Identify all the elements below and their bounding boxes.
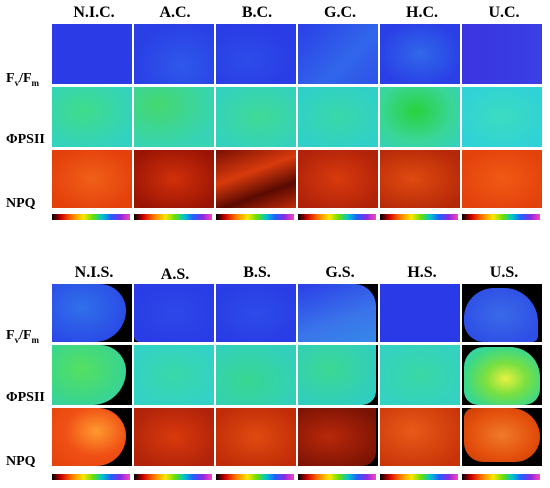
image-npq-uc <box>462 150 542 208</box>
row-label-npq: NPQ <box>6 454 36 469</box>
image-phipsii-ac <box>134 87 214 147</box>
image-npq-nis <box>52 408 132 466</box>
image-fvfm-nic <box>52 24 132 84</box>
image-fvfm-gc <box>298 24 378 84</box>
image-phipsii-gs <box>298 345 378 405</box>
image-fvfm-us <box>462 284 542 342</box>
row-label-npq: NPQ <box>6 196 36 211</box>
column-header-gc: G.C. <box>324 4 356 21</box>
color-scale-as <box>134 474 212 480</box>
image-phipsii-us <box>462 345 542 405</box>
fvfm-f: F <box>6 71 15 86</box>
column-header-ac: A.C. <box>159 4 191 21</box>
color-scale-hc <box>380 214 458 220</box>
column-header-hs: H.S. <box>407 264 437 281</box>
image-phipsii-hc <box>380 87 460 147</box>
image-fvfm-as <box>134 284 214 342</box>
row-label-phipsii: ΦPSII <box>6 132 45 147</box>
color-scale-us <box>462 474 540 480</box>
image-fvfm-hc <box>380 24 460 84</box>
column-header-us: U.S. <box>489 264 519 281</box>
fvfm-f: F <box>6 328 15 343</box>
image-phipsii-nis <box>52 345 132 405</box>
image-fvfm-uc <box>462 24 542 84</box>
fvfm-sep: /F <box>19 71 32 86</box>
row-label-fvfm: Fv/Fm <box>6 71 39 88</box>
image-fvfm-gs <box>298 284 378 342</box>
image-npq-as <box>134 408 214 466</box>
color-scale-ac <box>134 214 212 220</box>
row-label-fvfm: Fv/Fm <box>6 328 39 345</box>
color-scale-gc <box>298 214 376 220</box>
sample-panel: N.I.S. A.S. B.S. G.S. H.S. U.S. Fv/Fm ΦP… <box>0 258 550 488</box>
color-scale-bc <box>216 214 294 220</box>
color-scale-nis <box>52 474 130 480</box>
color-scale-uc <box>462 214 540 220</box>
column-header-bc: B.C. <box>241 4 273 21</box>
image-npq-us <box>462 408 542 466</box>
control-panel: N.I.C. A.C. B.C. G.C. H.C. U.C. Fv/Fm ΦP… <box>0 0 550 232</box>
fvfm-sep: /F <box>19 328 32 343</box>
image-npq-hs <box>380 408 460 466</box>
column-header-gs: G.S. <box>325 264 355 281</box>
image-npq-ac <box>134 150 214 208</box>
column-header-nis: N.I.S. <box>74 264 114 281</box>
color-scale-nic <box>52 214 130 220</box>
image-phipsii-as <box>134 345 214 405</box>
image-fvfm-ac <box>134 24 214 84</box>
column-header-as: A.S. <box>160 266 190 283</box>
column-header-hc: H.C. <box>406 4 438 21</box>
image-phipsii-nic <box>52 87 132 147</box>
image-npq-nic <box>52 150 132 208</box>
image-npq-gs <box>298 408 378 466</box>
image-phipsii-uc <box>462 87 542 147</box>
image-fvfm-nis <box>52 284 132 342</box>
column-header-nic: N.I.C. <box>73 4 115 21</box>
fvfm-sub-m: m <box>31 334 40 345</box>
fvfm-sub-v: v <box>14 334 20 345</box>
fvfm-sub-v: v <box>14 77 20 88</box>
image-fvfm-hs <box>380 284 460 342</box>
image-phipsii-bc <box>216 87 296 147</box>
image-npq-hc <box>380 150 460 208</box>
image-phipsii-gc <box>298 87 378 147</box>
image-fvfm-bc <box>216 24 296 84</box>
column-header-uc: U.C. <box>488 4 520 21</box>
image-npq-bs <box>216 408 296 466</box>
fvfm-sub-m: m <box>31 77 40 88</box>
image-npq-bc <box>216 150 296 208</box>
image-fvfm-bs <box>216 284 296 342</box>
color-scale-bs <box>216 474 294 480</box>
image-phipsii-hs <box>380 345 460 405</box>
color-scale-hs <box>380 474 458 480</box>
image-phipsii-bs <box>216 345 296 405</box>
image-npq-gc <box>298 150 378 208</box>
column-header-bs: B.S. <box>243 264 271 281</box>
color-scale-gs <box>298 474 376 480</box>
row-label-phipsii: ΦPSII <box>6 390 45 405</box>
